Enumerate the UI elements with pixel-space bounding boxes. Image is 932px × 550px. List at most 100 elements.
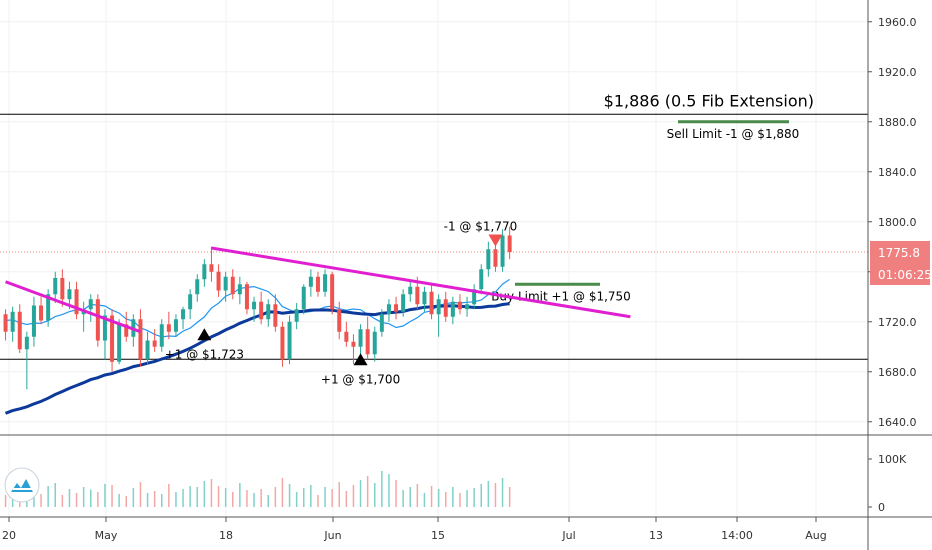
current-price-tag <box>870 241 930 285</box>
volume-bar <box>366 476 369 507</box>
time-tick-label: Aug <box>805 529 826 542</box>
candle-body <box>457 301 462 310</box>
time-tick-label: May <box>95 529 118 542</box>
volume-bar <box>430 486 433 507</box>
trendline[interactable] <box>5 280 141 334</box>
volume-bar <box>381 471 383 507</box>
candle-body <box>17 311 22 350</box>
volume-bar <box>338 482 340 507</box>
volume-bar <box>189 486 191 507</box>
time-tick-label: 15 <box>431 529 445 542</box>
candle-body <box>330 274 335 310</box>
buy-marker-icon[interactable] <box>197 328 212 341</box>
volume-bar <box>75 493 78 507</box>
candle-body <box>429 291 434 315</box>
candle-body <box>372 331 377 355</box>
sell-marker-icon[interactable] <box>488 234 503 247</box>
candle-body <box>351 341 356 347</box>
candle-body <box>507 235 512 252</box>
volume-bar <box>47 486 49 507</box>
volume-bar <box>82 487 85 507</box>
candle-body <box>308 276 313 287</box>
time-tick-label: Jun <box>323 529 341 542</box>
candle-body <box>117 324 122 362</box>
volume-bar <box>494 483 497 507</box>
candle-body <box>102 315 107 341</box>
volume-bar <box>388 474 390 507</box>
candle-body <box>216 271 221 291</box>
candle-body <box>315 276 320 292</box>
candle-body <box>202 264 207 280</box>
candle-body <box>415 286 420 305</box>
volume-bar <box>409 487 411 507</box>
volume-tick-label: 0 <box>878 501 885 514</box>
candle-body <box>479 269 484 290</box>
volume-bar <box>260 489 262 507</box>
trade-markers[interactable]: +1 @ $1,723 +1 @ $1,700 -1 @ $1,770 <box>165 220 518 387</box>
volume-bar <box>146 493 149 507</box>
candle-body <box>88 299 93 310</box>
candle-body <box>138 319 143 360</box>
fib-extension-label: $1,886 (0.5 Fib Extension) <box>604 91 814 110</box>
chart-grid <box>0 0 868 517</box>
candle-body <box>31 305 36 337</box>
candle-body <box>394 304 399 312</box>
volume-bar <box>111 485 113 507</box>
ma-fast-line <box>5 278 510 338</box>
volume-bar <box>352 485 355 507</box>
tradingview-logo-icon[interactable] <box>4 467 40 503</box>
candle-body <box>259 301 264 320</box>
volume-bar <box>267 495 269 507</box>
horizontal-levels[interactable]: $1,886 (0.5 Fib Extension) Sell Limit -1 … <box>0 91 868 360</box>
volume-bar <box>40 494 42 507</box>
volume-bar <box>182 489 184 507</box>
volume-bar <box>125 496 127 507</box>
candle-body <box>252 301 257 310</box>
volume-bar <box>423 493 426 507</box>
time-tick-label: 20 <box>2 529 16 542</box>
candle-body <box>287 321 292 360</box>
trendline[interactable] <box>211 246 631 319</box>
candle-body <box>237 284 242 295</box>
candle-body <box>408 286 413 295</box>
volume-bar <box>274 487 277 507</box>
trade-marker-label: -1 @ $1,770 <box>444 220 518 234</box>
trendlines[interactable] <box>5 246 631 334</box>
volume-bar <box>281 478 284 507</box>
volume-bar <box>196 487 198 507</box>
candle-body <box>110 315 115 362</box>
volume-bar <box>90 489 92 507</box>
volume-bar <box>437 489 440 507</box>
volume-bar <box>310 485 312 507</box>
volume-bar <box>97 492 99 507</box>
candle-body <box>436 299 441 315</box>
price-tick-label: 1640.0 <box>878 416 917 429</box>
volume-bar <box>217 486 220 507</box>
candle-body <box>323 274 328 292</box>
time-tick-label: 14:00 <box>721 529 753 542</box>
candle-body <box>209 264 214 272</box>
volume-bar <box>239 483 241 507</box>
candle-body <box>465 304 470 310</box>
candle-body <box>294 309 299 322</box>
moving-averages <box>4 278 510 415</box>
volume-bar <box>295 492 298 507</box>
volume-bar <box>402 490 404 507</box>
candle-body <box>188 294 193 310</box>
candle-body <box>60 278 65 300</box>
current-price-value: 1775.8 <box>878 246 920 260</box>
candle-body <box>3 314 8 332</box>
volume-bar <box>153 491 156 507</box>
candle-body <box>358 329 363 347</box>
volume-bar <box>61 495 64 507</box>
candle-body <box>159 324 164 347</box>
buy-marker-icon[interactable] <box>353 353 368 366</box>
volume-tick-label: 100K <box>878 453 907 466</box>
candle-body <box>166 324 171 332</box>
volume-bar <box>345 491 348 507</box>
volume-bar <box>374 483 376 507</box>
time-tick-label: 18 <box>219 529 233 542</box>
volume-bar <box>54 483 56 507</box>
volume-bar <box>508 487 511 507</box>
